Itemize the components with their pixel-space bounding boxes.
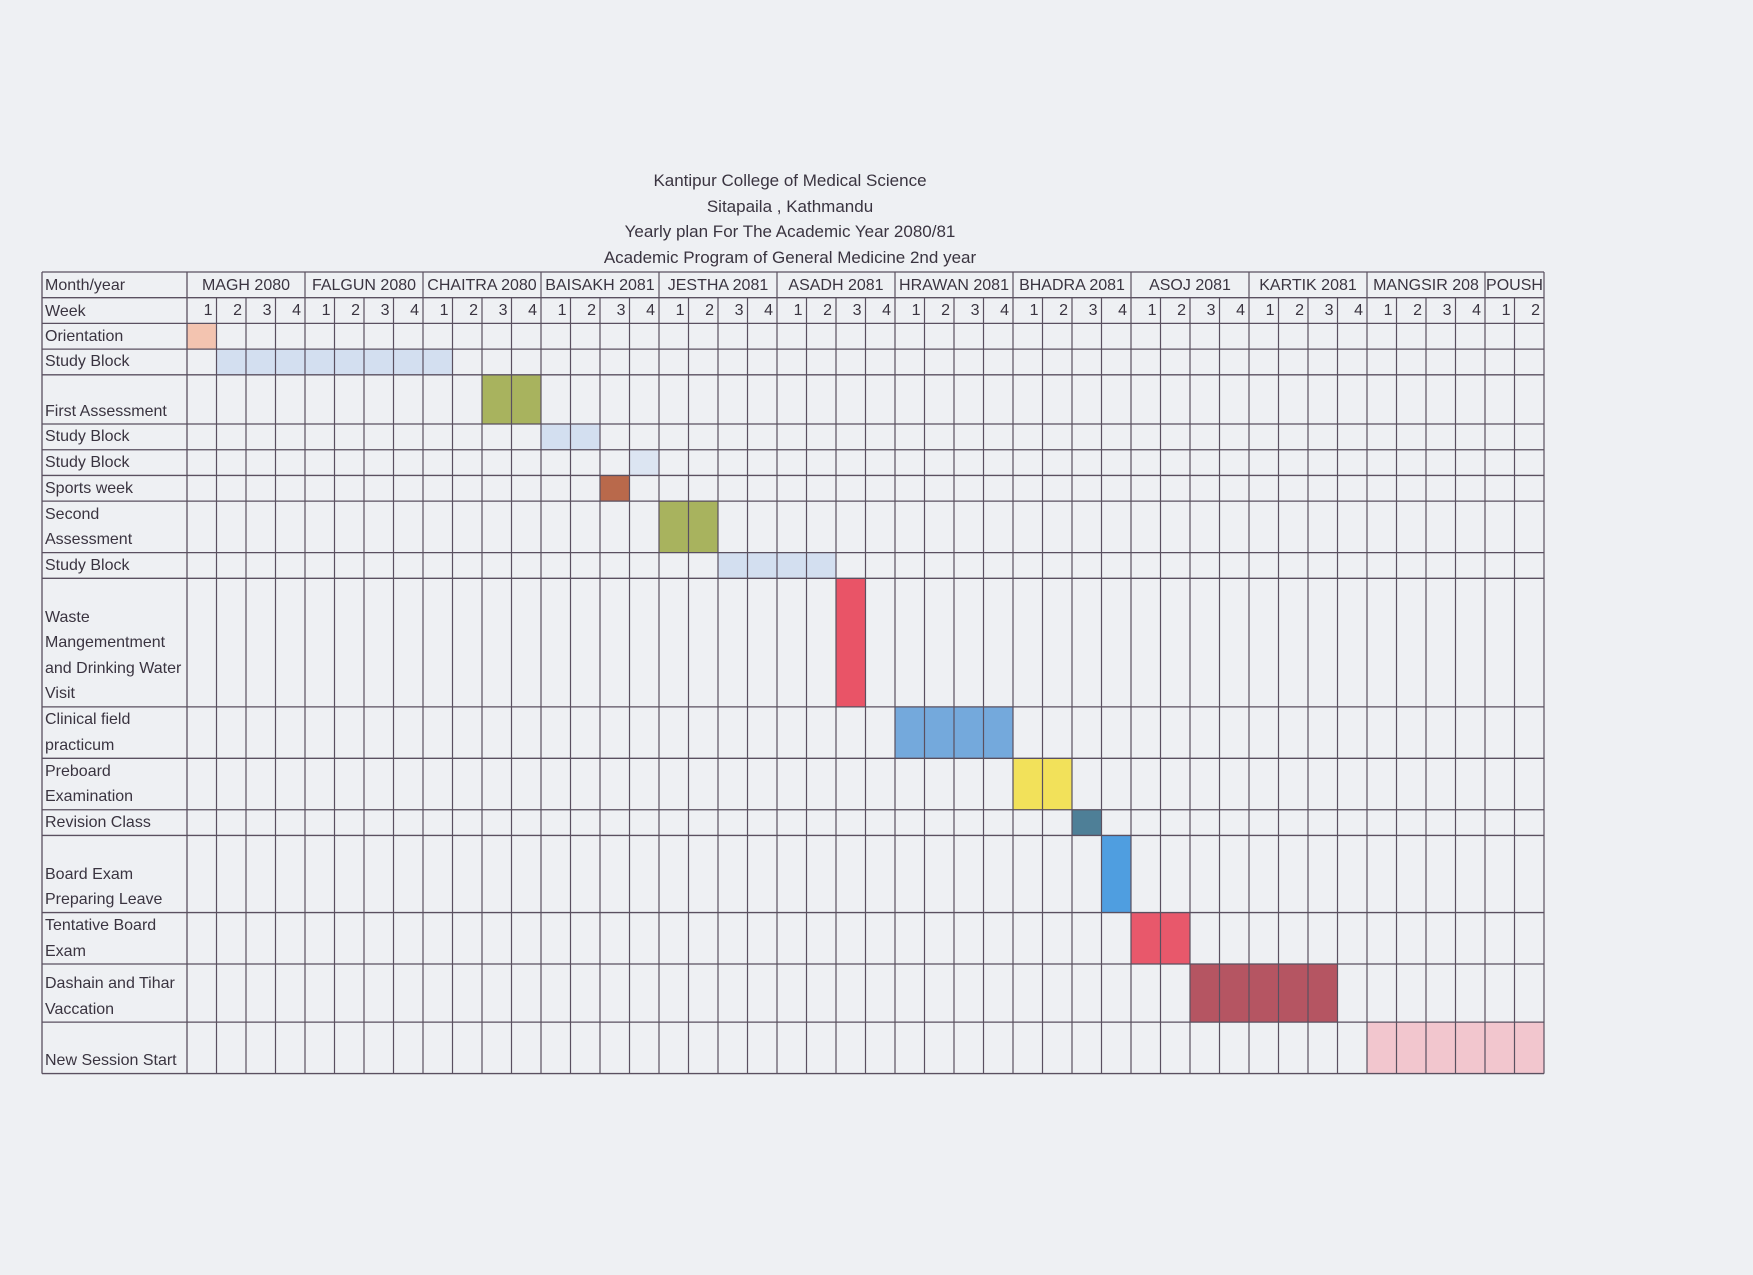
- week-label: 2: [587, 302, 596, 319]
- activity-span: [187, 323, 217, 350]
- week-label: 2: [941, 302, 950, 319]
- week-label: 4: [764, 302, 773, 319]
- month-label: CHAITRA 2080: [427, 277, 536, 294]
- month-label: JESTHA 2081: [668, 277, 769, 294]
- week-label: 3: [971, 302, 980, 319]
- activity-label: Clinical field practicum: [45, 711, 131, 754]
- week-label: 3: [735, 302, 744, 319]
- activity-span: [629, 449, 659, 476]
- week-label: 4: [1354, 302, 1363, 319]
- header-line: Kantipur College of Medical Science: [653, 171, 927, 190]
- corner-label: Week: [45, 303, 87, 320]
- week-label: 1: [204, 302, 213, 319]
- week-label: 3: [853, 302, 862, 319]
- week-label: 1: [1502, 302, 1511, 319]
- week-label: 1: [912, 302, 921, 319]
- activity-label: Study Block: [45, 556, 130, 574]
- week-label: 4: [292, 302, 301, 319]
- week-label: 2: [233, 302, 242, 319]
- week-label: 3: [499, 302, 508, 319]
- week-label: 2: [469, 302, 478, 319]
- week-label: 3: [1089, 302, 1098, 319]
- week-label: 1: [558, 302, 567, 319]
- week-label: 1: [1148, 302, 1157, 319]
- week-label: 3: [263, 302, 272, 319]
- month-label: ASOJ 2081: [1149, 277, 1231, 294]
- activity-span: [1190, 964, 1338, 1023]
- week-label: 4: [882, 302, 891, 319]
- header-line: Academic Program of General Medicine 2nd…: [603, 248, 977, 268]
- activity-span: [1072, 809, 1102, 836]
- activity-span: [1101, 835, 1131, 913]
- week-label: 2: [1413, 302, 1422, 319]
- week-label: 3: [617, 302, 626, 319]
- week-label: 3: [1207, 302, 1216, 319]
- header-line: Yearly plan For The Academic Year 2080/8…: [624, 222, 956, 242]
- activity-label: Dashain and Tihar Vaccation: [45, 975, 175, 1018]
- activity-label: First Assessment: [45, 402, 167, 420]
- activity-label: Study Block: [45, 453, 130, 471]
- week-label: 1: [1384, 302, 1393, 319]
- week-label: 3: [1443, 302, 1452, 319]
- activity-label: Revision Class: [45, 813, 151, 831]
- week-label: 1: [1030, 302, 1039, 319]
- week-label: 1: [440, 302, 449, 319]
- month-label: BAISAKH 2081: [545, 277, 655, 294]
- corner-label: Month/year: [45, 277, 126, 294]
- month-label: POUSH: [1486, 277, 1543, 294]
- activity-span: [836, 578, 866, 707]
- month-label: BHADRA 2081: [1019, 277, 1125, 294]
- week-label: 3: [1325, 302, 1334, 319]
- week-label: 1: [676, 302, 685, 319]
- week-label: 2: [1177, 302, 1186, 319]
- week-label: 2: [1295, 302, 1304, 319]
- week-label: 1: [794, 302, 803, 319]
- week-label: 1: [322, 302, 331, 319]
- week-label: 2: [823, 302, 832, 319]
- week-label: 4: [1000, 302, 1009, 319]
- week-label: 4: [1118, 302, 1127, 319]
- activity-label: Study Block: [45, 353, 130, 371]
- week-label: 2: [351, 302, 360, 319]
- activity-label: Board Exam Preparing Leave: [45, 865, 163, 909]
- week-label: 4: [410, 302, 419, 319]
- week-label: 3: [381, 302, 390, 319]
- week-label: 2: [1059, 302, 1068, 319]
- week-label: 4: [528, 302, 537, 319]
- activity-label: Study Block: [45, 428, 130, 446]
- month-label: KARTIK 2081: [1259, 277, 1357, 294]
- header-line: Sitapaila , Kathmandu: [706, 196, 874, 216]
- week-label: 4: [1472, 302, 1481, 319]
- activity-label: Tentative Board Exam: [45, 917, 157, 960]
- activity-label: Waste Mangementment and Drinking Water V…: [45, 608, 182, 703]
- activity-label: Orientation: [45, 327, 124, 345]
- week-label: 2: [1531, 302, 1540, 319]
- activity-label: New Session Start: [45, 1052, 177, 1070]
- activity-label: Preboard Examination: [45, 762, 134, 806]
- month-label: HRAWAN 2081: [899, 277, 1009, 294]
- activity-label: Sports week: [45, 479, 134, 497]
- week-label: 2: [705, 302, 714, 319]
- month-label: MAGH 2080: [202, 277, 290, 294]
- week-label: 1: [1266, 302, 1275, 319]
- month-label: FALGUN 2080: [312, 277, 416, 294]
- month-label: MANGSIR 208: [1373, 277, 1479, 294]
- activity-label: Second Assessment: [45, 505, 133, 549]
- activity-span: [600, 475, 630, 502]
- month-label: ASADH 2081: [788, 277, 883, 294]
- week-label: 4: [646, 302, 655, 319]
- week-label: 4: [1236, 302, 1245, 319]
